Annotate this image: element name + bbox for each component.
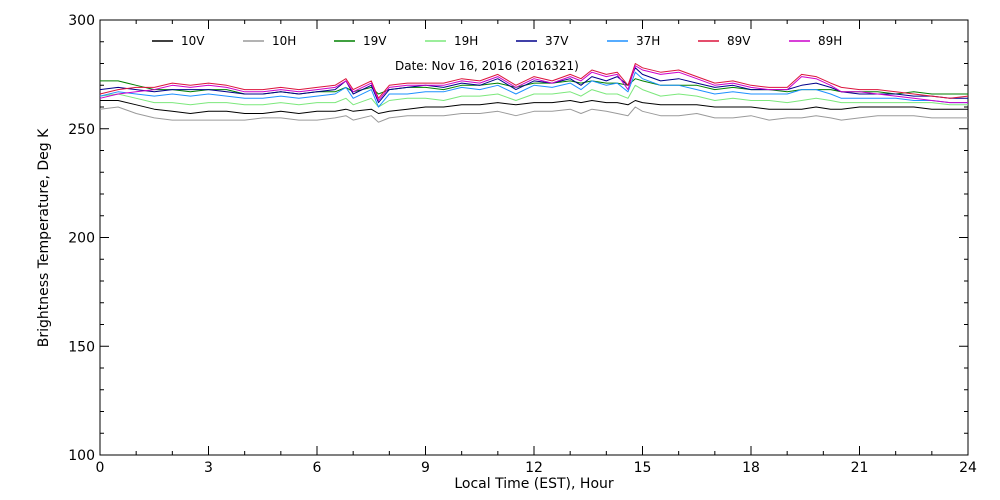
- series-line-37h: [99, 71, 968, 108]
- date-annotation: Date: Nov 16, 2016 (2016321): [395, 59, 579, 73]
- y-tick-label: 200: [68, 231, 95, 247]
- legend-label-89h: 89H: [818, 34, 842, 48]
- y-tick-label: 100: [68, 448, 95, 464]
- x-tick-label: 3: [204, 460, 213, 476]
- series-line-89v: [99, 63, 969, 99]
- axis-ticks: 0 3 6 9 12 15 18 21 24 100 150 200 250 300: [68, 13, 977, 476]
- x-tick-label: 12: [525, 460, 543, 476]
- legend: 10V 10H 19V 19H 37V 37H 89V 89H: [152, 34, 842, 48]
- x-tick-label: 18: [742, 460, 760, 476]
- legend-label-10h: 10H: [272, 34, 296, 48]
- x-tick-label: 24: [959, 460, 977, 476]
- y-tick-label: 300: [68, 13, 95, 29]
- x-tick-label: 0: [96, 460, 105, 476]
- x-tick-label: 9: [421, 460, 430, 476]
- series-line-89h: [99, 65, 968, 104]
- legend-label-19h: 19H: [454, 34, 478, 48]
- legend-label-37h: 37H: [636, 34, 660, 48]
- series-lines: [99, 63, 969, 123]
- x-tick-label: 6: [313, 460, 322, 476]
- legend-label-89v: 89V: [727, 34, 751, 48]
- series-line-19h: [99, 84, 968, 108]
- y-tick-label: 250: [68, 122, 95, 138]
- legend-label-19v: 19V: [363, 34, 387, 48]
- y-tick-label: 150: [68, 339, 95, 355]
- series-line-10h: [99, 106, 968, 123]
- legend-label-10v: 10V: [181, 34, 205, 48]
- x-axis-title: Local Time (EST), Hour: [454, 476, 614, 492]
- series-line-10v: [100, 100, 968, 114]
- x-tick-label: 15: [634, 460, 652, 476]
- x-tick-label: 21: [851, 460, 869, 476]
- legend-label-37v: 37V: [545, 34, 569, 48]
- y-axis-title: Brightness Temperature, Deg K: [36, 128, 52, 347]
